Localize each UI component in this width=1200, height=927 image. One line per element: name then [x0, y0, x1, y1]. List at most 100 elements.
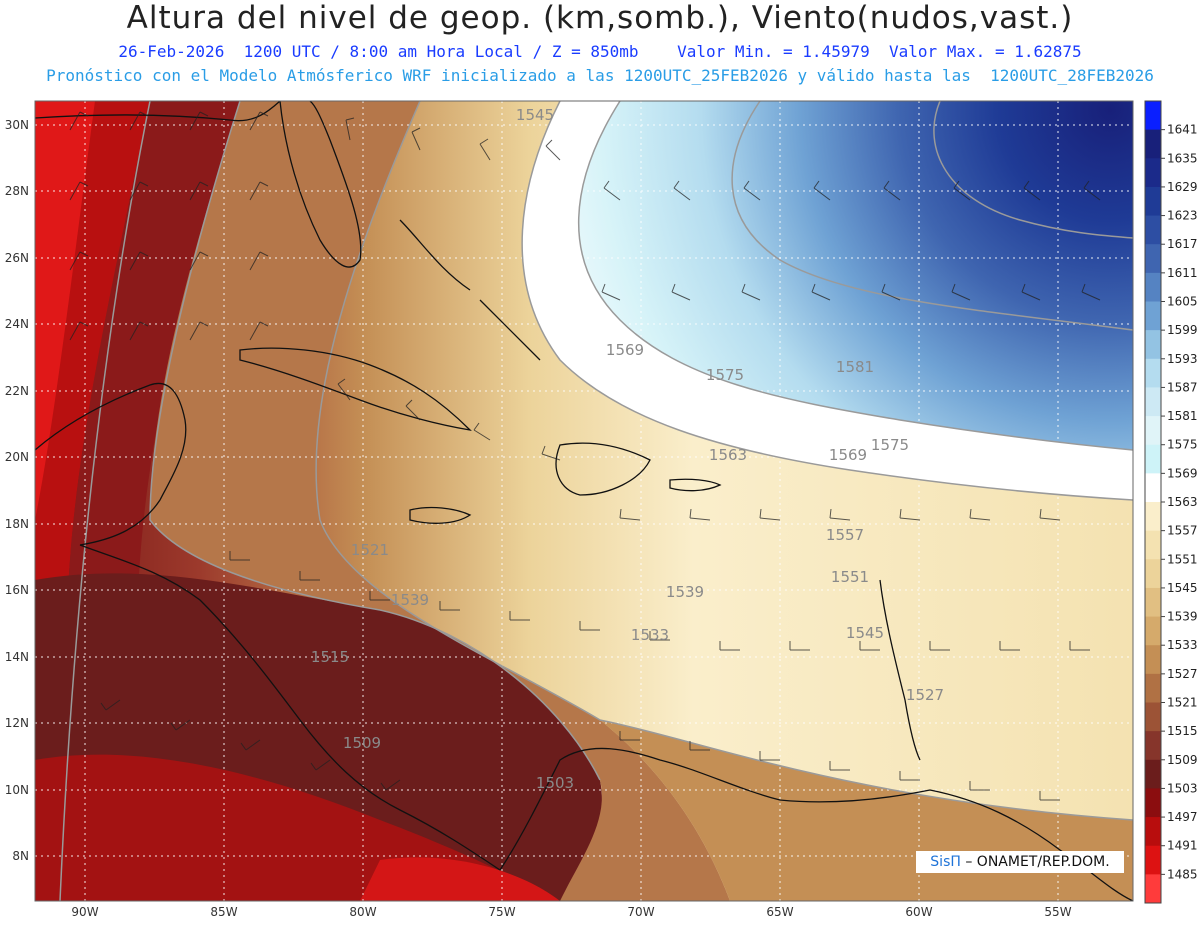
colorbar-label: 1635: [1167, 151, 1198, 165]
colorbar-swatch: [1145, 186, 1161, 217]
lat-label: 12N: [5, 716, 29, 730]
map-subtitle-valid-time: 26-Feb-2026 1200 UTC / 8:00 am Hora Loca…: [118, 42, 1082, 61]
colorbar-label: 1521: [1167, 696, 1198, 710]
map-title: Altura del nivel de geop. (km,somb.), Vi…: [126, 0, 1074, 36]
colorbar-swatch: [1145, 817, 1161, 847]
lat-label: 30N: [5, 118, 29, 132]
contour-label: 1563: [709, 446, 747, 464]
lon-label: 70W: [627, 905, 654, 919]
lon-label: 85W: [210, 905, 237, 919]
colorbar-label: 1491: [1167, 839, 1198, 853]
contour-label: 1545: [516, 106, 554, 124]
contour-label: 1581: [836, 358, 874, 376]
contour-label: 1539: [391, 591, 429, 609]
colorbar-label: 1515: [1167, 724, 1198, 738]
colorbar-swatch: [1145, 416, 1161, 446]
credit-brand: SisΠ: [930, 854, 961, 870]
colorbar-swatch: [1145, 473, 1161, 503]
gulf-coast: [35, 101, 281, 122]
colorbar-swatch: [1145, 673, 1161, 703]
lat-label: 16N: [5, 583, 29, 597]
contour-label: 1557: [826, 526, 864, 544]
lat-label: 22N: [5, 384, 29, 398]
colorbar-swatch: [1145, 645, 1161, 675]
colorbar-swatch: [1145, 272, 1161, 302]
colorbar-swatch: [1145, 301, 1161, 331]
lat-label: 24N: [5, 317, 29, 331]
colorbar-swatch: [1145, 215, 1161, 245]
colorbar-label: 1527: [1167, 667, 1198, 681]
contour-label: 1569: [829, 446, 867, 464]
lat-label: 26N: [5, 251, 29, 265]
colorbar-label: 1539: [1167, 610, 1198, 624]
contour-label: 1521: [351, 541, 389, 559]
colorbar-swatch: [1145, 502, 1161, 532]
credit-text: – ONAMET/REP.DOM.: [965, 854, 1110, 870]
colorbar-swatch: [1145, 616, 1161, 646]
colorbar-swatch: [1145, 759, 1161, 789]
contour-label: 1515: [311, 648, 349, 666]
lon-label: 80W: [349, 905, 376, 919]
lat-label: 8N: [12, 849, 29, 863]
colorbar-label: 1533: [1167, 638, 1198, 652]
colorbar-label: 1617: [1167, 237, 1198, 251]
jamaica: [409, 506, 472, 524]
colorbar-label: 1629: [1167, 180, 1198, 194]
lon-label: 75W: [488, 905, 515, 919]
contour-label: 1527: [906, 686, 944, 704]
lon-label: 90W: [71, 905, 98, 919]
contour-label: 1533: [631, 626, 669, 644]
south-america-coast: [499, 747, 1133, 901]
colorbar-swatch: [1145, 444, 1161, 474]
lesser-antilles: [879, 579, 921, 761]
lat-label: 10N: [5, 783, 29, 797]
colorbar-label: 1569: [1167, 466, 1198, 480]
lat-label: 20N: [5, 450, 29, 464]
colorbar-label: 1509: [1167, 753, 1198, 767]
colorbar-swatch: [1145, 845, 1161, 875]
contour-label: 1551: [831, 568, 869, 586]
colorbar-swatch: [1145, 101, 1161, 131]
yucatan-coast: [35, 382, 187, 546]
colorbar-swatch: [1145, 129, 1161, 159]
colorbar-label: 1605: [1167, 295, 1198, 309]
colorbar-label: 1557: [1167, 524, 1198, 538]
colorbar-label: 1575: [1167, 438, 1198, 452]
bahamas: [399, 219, 541, 361]
lat-label: 14N: [5, 650, 29, 664]
lon-label: 60W: [905, 905, 932, 919]
colorbar-swatch: [1145, 244, 1161, 274]
hispaniola: [555, 442, 651, 496]
plot-frame: [34, 100, 1134, 902]
map-subtitle-model-info: Pronóstico con el Modelo Atmósferico WRF…: [46, 66, 1154, 85]
colorbar-swatch: [1145, 358, 1161, 388]
lat-label: 28N: [5, 184, 29, 198]
contour-label: 1575: [706, 366, 744, 384]
colorbar-swatch: [1145, 874, 1161, 904]
central-america-coast: [79, 544, 501, 871]
colorbar-swatch: [1145, 587, 1161, 618]
colorbar-swatch: [1145, 330, 1161, 360]
cuba: [239, 347, 472, 431]
lon-label: 65W: [766, 905, 793, 919]
colorbar-label: 1587: [1167, 380, 1198, 394]
colorbar-label: 1611: [1167, 266, 1198, 280]
colorbar-label: 1623: [1167, 209, 1198, 223]
colorbar-swatch: [1145, 387, 1161, 417]
high-height-region-northeast: [578, 101, 1133, 450]
colorbar-label: 1545: [1167, 581, 1198, 595]
lon-label: 55W: [1044, 905, 1071, 919]
colorbar-label: 1485: [1167, 867, 1198, 881]
lat-label: 18N: [5, 517, 29, 531]
colorbar-swatch: [1145, 530, 1161, 560]
colorbar: 1641 1635 1629 1623 1617 1611 1605 1599 1593 1587…: [1144, 100, 1198, 904]
colorbar-swatch: [1145, 158, 1161, 188]
colorbar-label: 1599: [1167, 323, 1198, 337]
colorbar-swatch: [1145, 702, 1161, 732]
colorbar-label: 1581: [1167, 409, 1198, 423]
colorbar-label: 1503: [1167, 781, 1198, 795]
credit-box: SisΠ – ONAMET/REP.DOM.: [916, 851, 1124, 873]
colorbar-swatch: [1145, 788, 1161, 818]
colorbar-label: 1497: [1167, 810, 1198, 824]
